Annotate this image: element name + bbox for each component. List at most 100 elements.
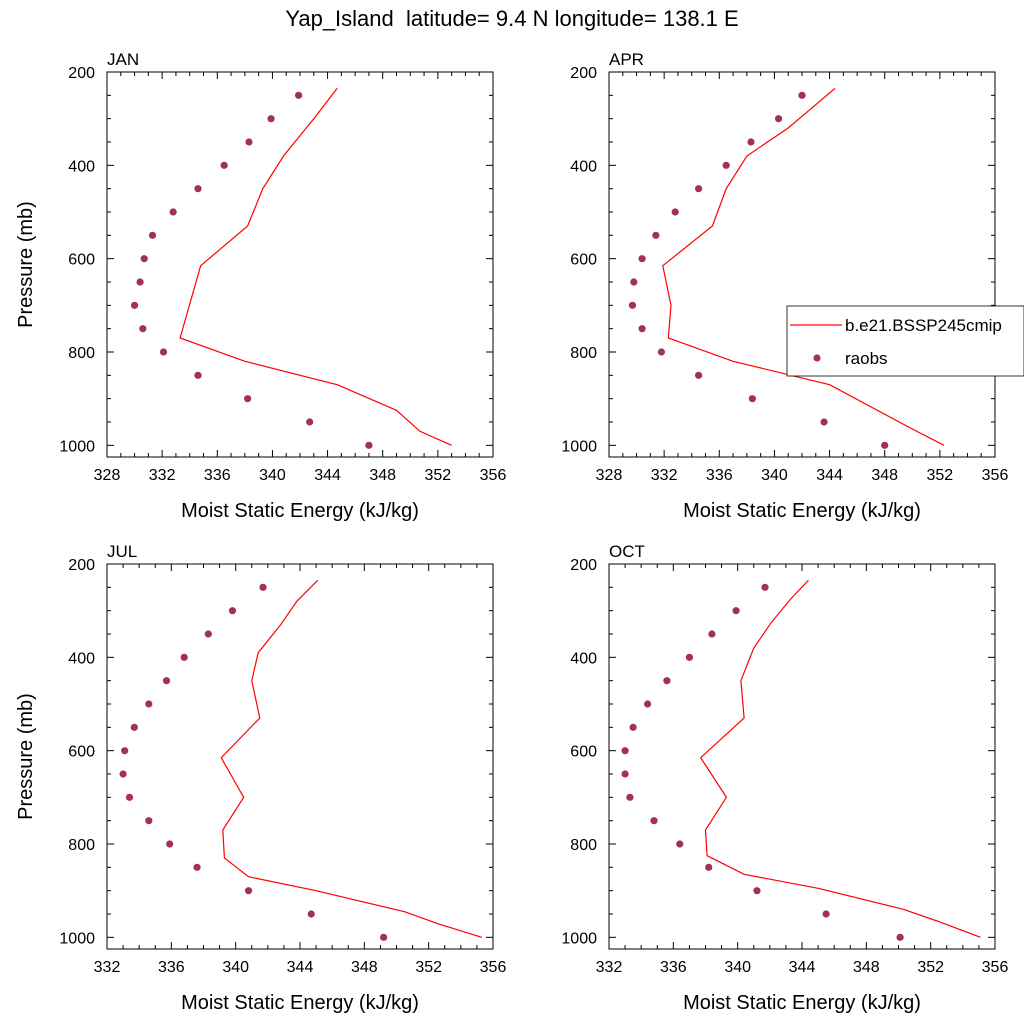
figure-title: Yap_Island latitude= 9.4 N longitude= 13… (285, 6, 739, 31)
raobs-point (295, 91, 303, 99)
y-tick-label: 200 (68, 557, 95, 574)
raobs-point (685, 653, 694, 661)
raobs-point (204, 630, 212, 638)
raobs-point (244, 395, 252, 403)
raobs-point (166, 840, 174, 848)
raobs-point (145, 700, 153, 708)
raobs-point (629, 723, 637, 731)
raobs-point (245, 138, 253, 146)
raobs-point (380, 933, 388, 941)
y-tick-label: 1000 (561, 438, 597, 455)
y-axis-title: Pressure (mb) (15, 693, 37, 820)
raobs-point (267, 115, 275, 123)
x-tick-label: 344 (314, 467, 341, 484)
raobs-point (774, 115, 783, 123)
x-tick-label: 332 (651, 467, 678, 484)
raobs-point (194, 185, 202, 193)
x-tick-label: 344 (816, 467, 843, 484)
x-tick-label: 352 (927, 467, 954, 484)
y-tick-label: 800 (570, 837, 597, 854)
x-tick-label: 336 (706, 467, 733, 484)
raobs-point (259, 583, 267, 591)
raobs-point (180, 653, 188, 661)
x-tick-label: 340 (724, 959, 751, 976)
raobs-point (139, 325, 147, 333)
x-tick-label: 348 (351, 959, 378, 976)
panel-apr: 328 332 336 340 344 348 352 356 200 400 600 800 1000… (561, 50, 1008, 522)
x-tick-label: 332 (596, 959, 623, 976)
model-line (662, 87, 945, 446)
raobs-point (747, 138, 755, 146)
raobs-point (628, 301, 637, 309)
raobs-point (306, 418, 314, 426)
raobs-point (148, 231, 157, 239)
plot-frame (106, 71, 494, 458)
raobs-point (125, 793, 134, 801)
raobs-point (121, 747, 129, 755)
raobs-point (761, 583, 769, 591)
y-tick-label: 800 (68, 837, 95, 854)
plot-frame (608, 563, 996, 950)
raobs-point (307, 910, 315, 918)
raobs-point (244, 887, 253, 895)
y-tick-label: 400 (570, 650, 597, 667)
x-tick-label: 336 (660, 959, 687, 976)
raobs-point (228, 607, 237, 615)
x-tick-label: 356 (480, 959, 507, 976)
x-tick-label: 344 (789, 959, 816, 976)
model-line (220, 579, 482, 938)
model-line (179, 87, 452, 446)
raobs-point (820, 418, 828, 426)
panel-jan: 328 332 336 340 344 348 352 356 200 400 600 800 1000… (15, 50, 506, 522)
y-tick-label: 1000 (561, 930, 597, 947)
x-axis-title: Moist Static Energy (kJ/kg) (181, 992, 419, 1014)
y-tick-label: 800 (570, 345, 597, 362)
x-axis-title: Moist Static Energy (kJ/kg) (683, 992, 921, 1014)
raobs-point (130, 301, 139, 309)
raobs-point (621, 770, 629, 778)
raobs-point (732, 607, 740, 615)
legend-label-raobs: raobs (845, 349, 888, 368)
y-tick-label: 200 (570, 65, 597, 82)
raobs-point (695, 185, 703, 193)
raobs-point (671, 208, 679, 216)
raobs-point (136, 278, 144, 286)
x-tick-label: 356 (480, 467, 507, 484)
raobs-point (822, 910, 830, 918)
raobs-point (638, 325, 646, 333)
raobs-point (140, 255, 148, 263)
x-tick-label: 336 (158, 959, 185, 976)
raobs-point (194, 371, 202, 379)
raobs-point (657, 348, 665, 356)
raobs-point (896, 933, 904, 941)
x-tick-label: 352 (425, 467, 452, 484)
raobs-point (748, 395, 756, 403)
raobs-point (119, 770, 127, 778)
legend-label-model: b.e21.BSSP245cmip (845, 316, 1002, 335)
raobs-point (722, 161, 730, 169)
y-tick-label: 400 (68, 158, 95, 175)
y-tick-label: 200 (68, 65, 95, 82)
panel-oct: 332 336 340 344 348 352 356 200 400 600 800 1000 OCT… (561, 542, 1008, 1014)
raobs-point (159, 348, 168, 356)
raobs-point (626, 793, 634, 801)
raobs-point (708, 630, 716, 638)
raobs-point (220, 161, 228, 169)
x-tick-label: 332 (94, 959, 121, 976)
raobs-point (650, 817, 658, 825)
raobs-point (663, 677, 671, 685)
raobs-point (753, 887, 761, 895)
x-tick-label: 340 (761, 467, 788, 484)
raobs-point (630, 278, 638, 286)
y-axis-title: Pressure (mb) (15, 201, 37, 328)
x-tick-label: 348 (369, 467, 396, 484)
x-tick-label: 348 (853, 959, 880, 976)
raobs-point (695, 371, 703, 379)
raobs-point (621, 747, 629, 755)
raobs-point (130, 723, 138, 731)
x-tick-label: 348 (871, 467, 898, 484)
raobs-point (638, 255, 646, 263)
model-line (699, 579, 981, 938)
y-tick-label: 800 (68, 345, 95, 362)
